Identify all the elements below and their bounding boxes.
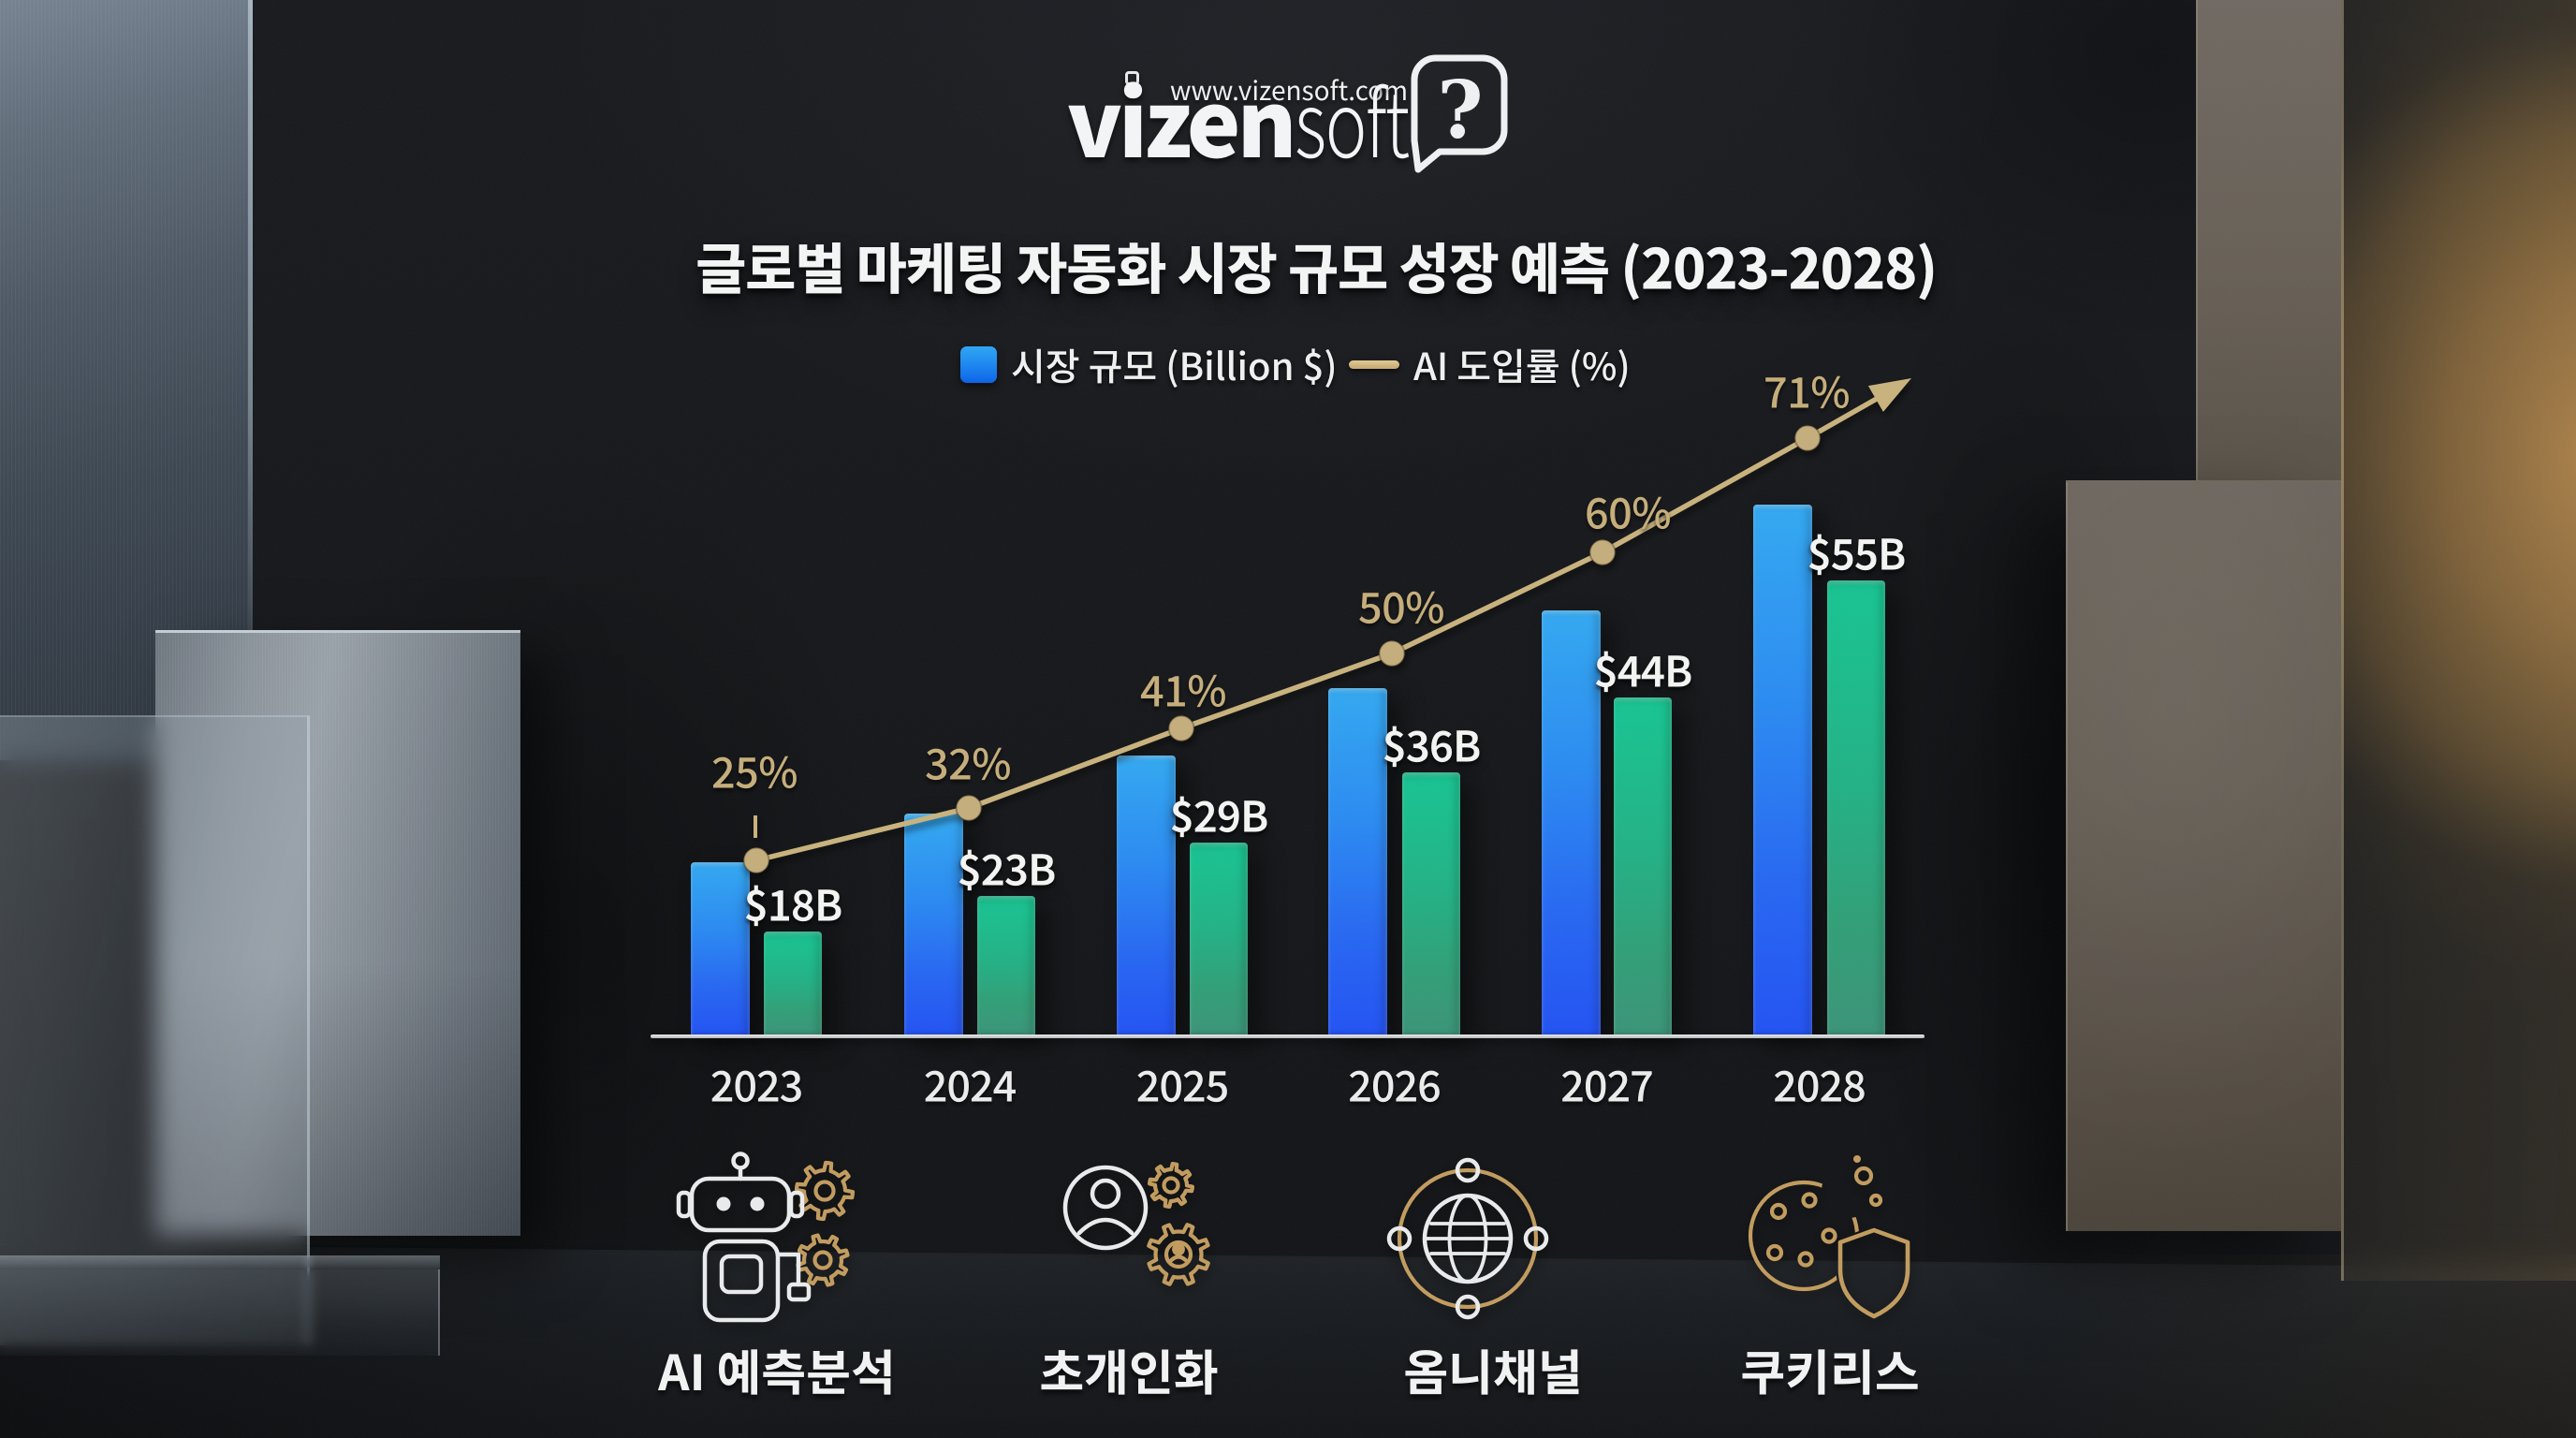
- value-label-2027: $44B: [1593, 638, 1693, 699]
- concrete-panel-front-right: [2066, 480, 2341, 1231]
- feature-omnichannel: 옴니채널: [1334, 1150, 1652, 1404]
- robot-gears-icon: [676, 1152, 856, 1323]
- x-axis-label-2024: 2024: [923, 1052, 1017, 1114]
- bar-secondary-2026: [1402, 772, 1460, 1036]
- feature-label: 옴니채널: [1403, 1334, 1583, 1404]
- feature-cookieless: 쿠키리스: [1671, 1150, 1989, 1404]
- legend-line-swatch: [1349, 360, 1399, 369]
- concrete-panel-back-right: [2196, 0, 2341, 480]
- adoption-label-2024: 32%: [924, 730, 1012, 792]
- legend-item-market-size: 시장 규모 (Billion $): [960, 337, 1338, 391]
- x-axis-label-2027: 2027: [1560, 1052, 1654, 1114]
- bar-market-size-2026: [1328, 688, 1387, 1036]
- bar-secondary-2025: [1190, 843, 1248, 1036]
- adoption-label-2025: 41%: [1139, 657, 1227, 719]
- adoption-label-2027: 60%: [1584, 479, 1672, 541]
- feature-label: 초개인화: [1039, 1334, 1219, 1404]
- adoption-label-2028: 71%: [1763, 359, 1851, 420]
- glass-base-top-left: [0, 1255, 440, 1269]
- value-label-2023: $18B: [743, 872, 843, 933]
- frosted-glass-pane-right: [2341, 0, 2576, 1281]
- x-axis-label-2025: 2025: [1135, 1052, 1230, 1114]
- bar-secondary-2028: [1827, 580, 1885, 1036]
- bar-market-size-2024: [904, 814, 963, 1036]
- user-gears-icon: [1062, 1162, 1210, 1286]
- x-axis-label-2028: 2028: [1773, 1052, 1866, 1114]
- legend-line-label: AI 도입률 (%): [1413, 337, 1631, 391]
- legend-bar-swatch: [960, 345, 997, 383]
- bar-market-size-2028: [1753, 505, 1812, 1036]
- value-label-2024: $23B: [957, 836, 1057, 898]
- feature-ai-analytics: AI 예측분석: [618, 1150, 936, 1404]
- feature-label: 쿠키리스: [1740, 1334, 1920, 1404]
- legend-item-ai-adoption: AI 도입률 (%): [1349, 337, 1631, 391]
- x-axis-label-2026: 2026: [1348, 1052, 1442, 1114]
- bar-market-size-2023: [691, 862, 750, 1036]
- x-axis-line: [651, 1034, 1925, 1038]
- bar-market-size-2025: [1117, 756, 1176, 1036]
- adoption-label-2026: 50%: [1357, 574, 1445, 636]
- feature-hyper-personalization: 초개인화: [970, 1150, 1288, 1404]
- question-mark: ?: [1437, 64, 1483, 156]
- globe-network-icon: [1386, 1157, 1549, 1320]
- metal-panel-edge-highlight: [248, 0, 253, 678]
- logo-wordmark-bold: vizen: [1067, 51, 1296, 183]
- bar-market-size-2027: [1542, 610, 1601, 1036]
- bar-secondary-2027: [1614, 697, 1672, 1036]
- value-label-2028: $55B: [1807, 521, 1907, 582]
- logo-wordmark-light: soft: [1295, 51, 1410, 183]
- adoption-label-2023: 25%: [710, 739, 798, 800]
- x-axis-label-2023: 2023: [710, 1052, 804, 1114]
- cookie-shield-icon: [1748, 1155, 1910, 1319]
- feature-label: AI 예측분석: [658, 1334, 896, 1404]
- bar-secondary-2023: [764, 932, 822, 1036]
- chart-title: 글로벌 마케팅 자동화 시장 규모 성장 예측 (2023-2028): [695, 225, 1938, 305]
- question-bubble-icon: ?: [1411, 54, 1508, 173]
- logo-wordmark: vizensoft: [1067, 51, 1441, 183]
- value-label-2026: $36B: [1382, 712, 1482, 774]
- legend-bar-label: 시장 규모 (Billion $): [1011, 337, 1338, 391]
- glass-base-left: [0, 1269, 440, 1356]
- bar-secondary-2024: [977, 896, 1035, 1036]
- value-label-2025: $29B: [1169, 783, 1269, 844]
- frosted-glass-pane-left: [0, 715, 310, 1345]
